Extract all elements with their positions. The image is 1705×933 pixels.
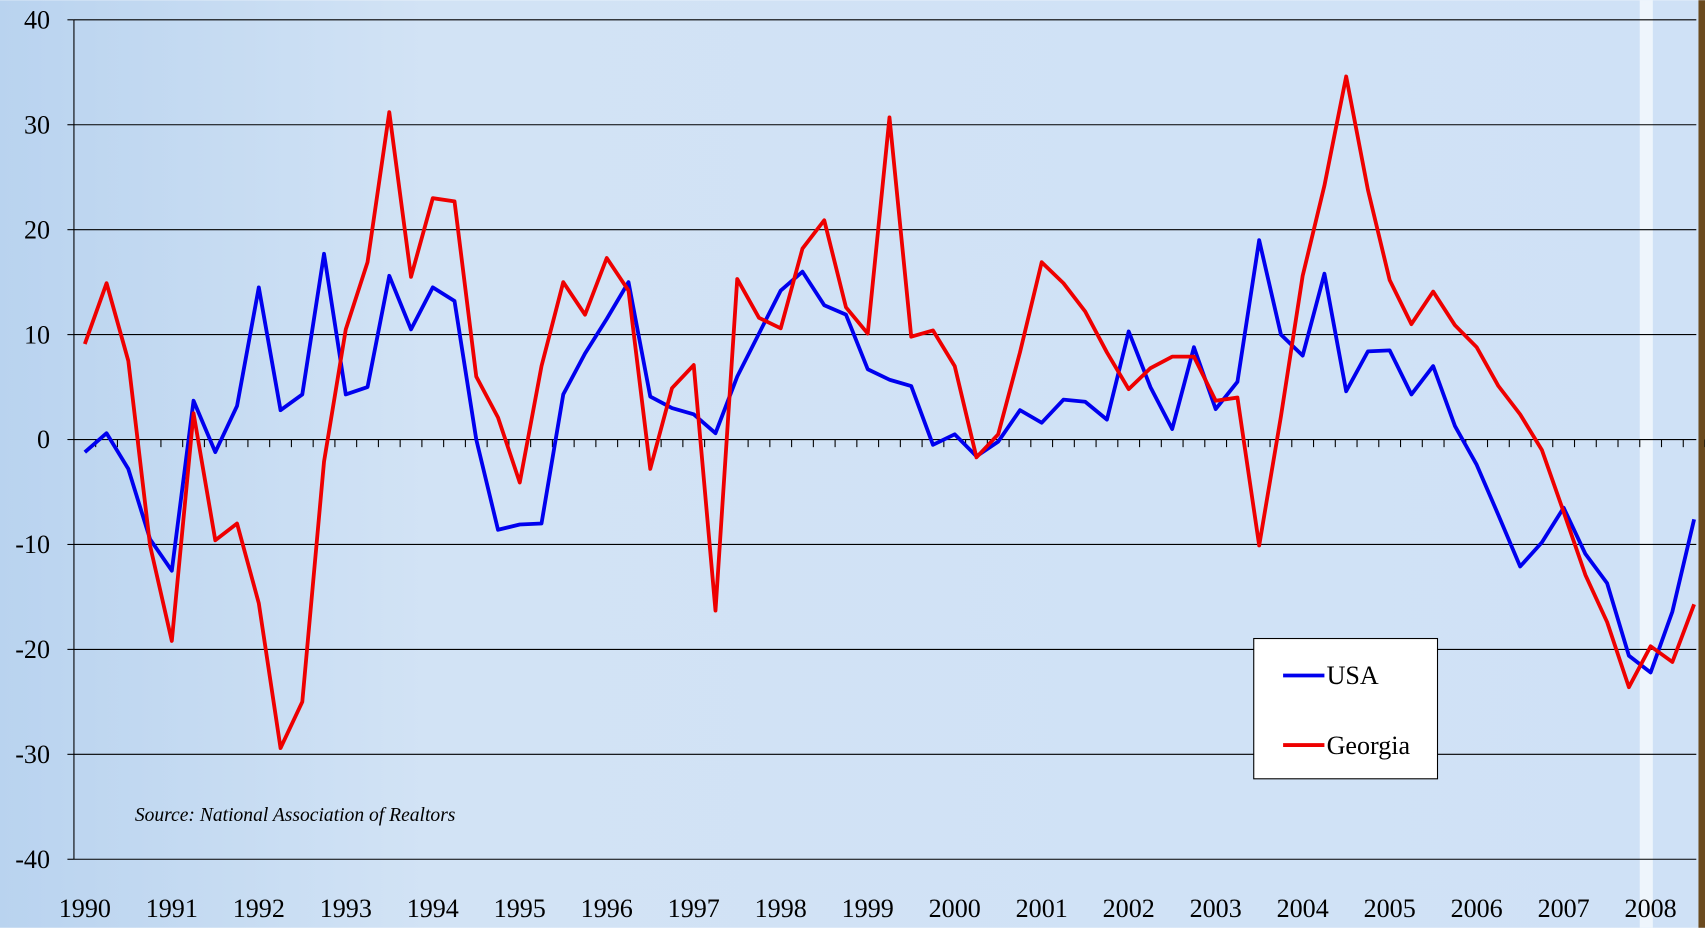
x-tick-label: 2006 xyxy=(1451,894,1503,923)
y-tick-label: 10 xyxy=(24,320,50,349)
x-tick-label: 2000 xyxy=(929,894,981,923)
x-tick-label: 2008 xyxy=(1625,894,1677,923)
chart: Source: National Association of Realtors… xyxy=(0,0,1705,928)
x-tick-label: 1993 xyxy=(320,894,372,923)
x-tick-label: 1991 xyxy=(146,894,198,923)
x-tick-label: 2002 xyxy=(1103,894,1155,923)
frame-edge xyxy=(1698,0,1705,928)
x-tick-label: 2007 xyxy=(1538,894,1590,923)
source-note: Source: National Association of Realtors xyxy=(135,805,456,826)
x-tick-label: 1999 xyxy=(842,894,894,923)
legend-label: USA xyxy=(1327,661,1379,690)
y-tick-label: 20 xyxy=(24,215,50,244)
x-tick-label: 2001 xyxy=(1016,894,1068,923)
x-tick-label: 1994 xyxy=(407,894,459,923)
x-tick-label: 1997 xyxy=(668,894,720,923)
x-tick-label: 2003 xyxy=(1190,894,1242,923)
x-tick-label: 1995 xyxy=(494,894,546,923)
x-tick-label: 1998 xyxy=(755,894,807,923)
background xyxy=(0,0,1705,928)
y-tick-label: -30 xyxy=(15,740,50,769)
legend-label: Georgia xyxy=(1327,731,1411,760)
y-tick-label: -20 xyxy=(15,635,50,664)
x-tick-label: 1990 xyxy=(59,894,111,923)
x-tick-label: 2004 xyxy=(1277,894,1329,923)
y-tick-label: 40 xyxy=(24,6,50,35)
y-tick-label: 0 xyxy=(37,425,50,454)
x-tick-label: 2005 xyxy=(1364,894,1416,923)
y-tick-label: 30 xyxy=(24,110,50,139)
edge-highlight xyxy=(1640,0,1653,928)
y-tick-label: -40 xyxy=(15,845,50,874)
y-tick-label: -10 xyxy=(15,530,50,559)
legend: USA Georgia xyxy=(1254,639,1438,779)
x-tick-label: 1996 xyxy=(581,894,633,923)
x-tick-label: 1992 xyxy=(233,894,285,923)
